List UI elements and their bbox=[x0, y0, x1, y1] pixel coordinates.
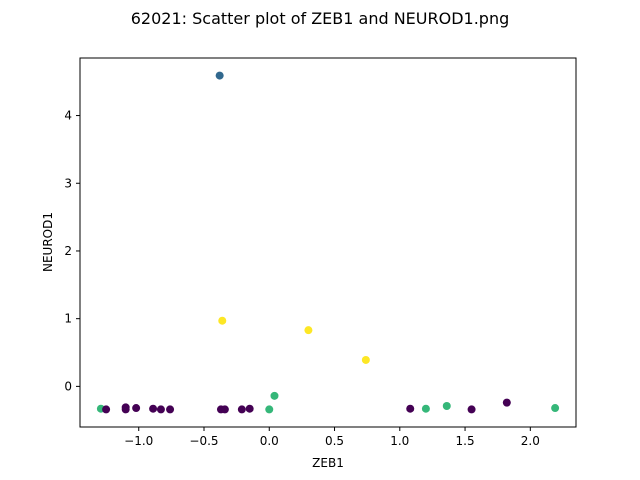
y-tick-label: 1 bbox=[64, 312, 72, 326]
x-axis: −1.0 −0.5 0.0 0.5 1.0 1.5 2.0 bbox=[124, 427, 540, 448]
data-point bbox=[156, 405, 165, 414]
data-point bbox=[218, 316, 227, 325]
y-tick-label: 3 bbox=[64, 176, 72, 190]
data-point bbox=[102, 405, 111, 414]
x-tick-label: −0.5 bbox=[189, 434, 218, 448]
data-point bbox=[551, 404, 560, 413]
data-point bbox=[121, 405, 130, 414]
data-point bbox=[132, 404, 141, 413]
data-point bbox=[237, 405, 246, 414]
data-point bbox=[502, 398, 511, 407]
plot-area bbox=[79, 57, 577, 428]
x-axis-label: ZEB1 bbox=[312, 456, 344, 470]
data-point bbox=[406, 404, 415, 413]
data-point bbox=[149, 404, 158, 413]
x-tick-label: 0.5 bbox=[325, 434, 344, 448]
data-point bbox=[215, 71, 224, 80]
data-point bbox=[270, 391, 279, 400]
x-tick-label: 1.5 bbox=[456, 434, 475, 448]
x-tick-label: 2.0 bbox=[521, 434, 540, 448]
x-tick-label: 1.0 bbox=[390, 434, 409, 448]
chart-title: 62021: Scatter plot of ZEB1 and NEUROD1.… bbox=[131, 9, 509, 28]
y-tick-label: 0 bbox=[64, 379, 72, 393]
data-point bbox=[304, 326, 313, 335]
data-point bbox=[361, 355, 370, 364]
data-point bbox=[421, 404, 430, 413]
y-tick-label: 2 bbox=[64, 244, 72, 258]
data-point bbox=[467, 405, 476, 414]
axes-frame bbox=[79, 57, 577, 428]
y-axis-label: NEUROD1 bbox=[41, 212, 55, 272]
data-point bbox=[166, 405, 175, 414]
data-point bbox=[265, 405, 274, 414]
x-tick-label: −1.0 bbox=[124, 434, 153, 448]
data-points bbox=[96, 71, 560, 414]
data-point bbox=[245, 404, 254, 413]
data-point bbox=[220, 405, 229, 414]
x-tick-label: 0.0 bbox=[260, 434, 279, 448]
y-tick-label: 4 bbox=[64, 109, 72, 123]
data-point bbox=[442, 402, 451, 411]
y-axis: 0 1 2 3 4 bbox=[64, 109, 80, 393]
